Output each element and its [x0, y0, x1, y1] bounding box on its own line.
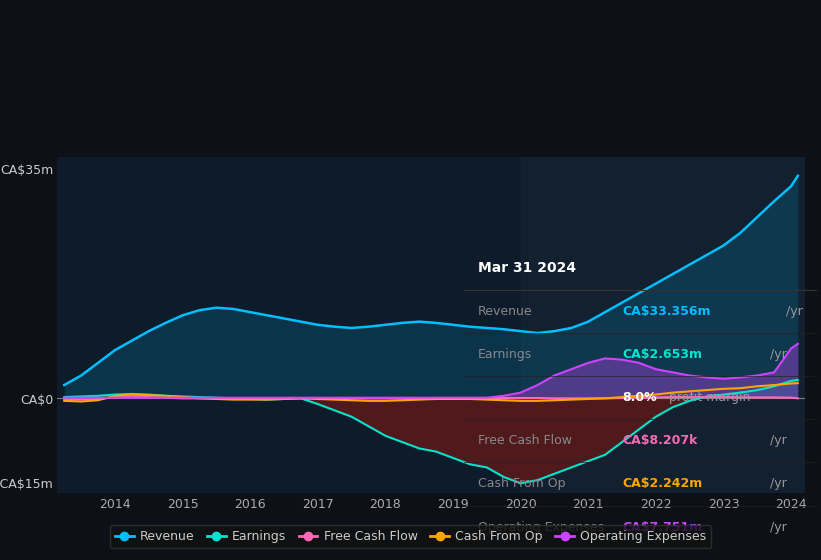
Legend: Revenue, Earnings, Free Cash Flow, Cash From Op, Operating Expenses: Revenue, Earnings, Free Cash Flow, Cash …	[110, 525, 711, 548]
Text: CA$0: CA$0	[21, 394, 53, 407]
Text: Mar 31 2024: Mar 31 2024	[478, 261, 576, 275]
Text: -CA$15m: -CA$15m	[0, 478, 53, 491]
Text: /yr: /yr	[766, 478, 787, 491]
Text: /yr: /yr	[766, 348, 787, 361]
Text: /yr: /yr	[782, 305, 802, 318]
Bar	[521, 157, 805, 493]
Text: CA$2.242m: CA$2.242m	[622, 478, 703, 491]
Text: Operating Expenses: Operating Expenses	[478, 521, 604, 534]
Text: 8.0%: 8.0%	[622, 391, 658, 404]
Text: profit margin: profit margin	[665, 391, 750, 404]
Text: Free Cash Flow: Free Cash Flow	[478, 435, 572, 447]
Text: /yr: /yr	[766, 521, 787, 534]
Text: Revenue: Revenue	[478, 305, 533, 318]
Text: CA$7.751m: CA$7.751m	[622, 521, 703, 534]
Text: CA$35m: CA$35m	[0, 164, 53, 178]
Text: CA$8.207k: CA$8.207k	[622, 435, 698, 447]
Text: CA$33.356m: CA$33.356m	[622, 305, 711, 318]
Text: Cash From Op: Cash From Op	[478, 478, 566, 491]
Text: Earnings: Earnings	[478, 348, 532, 361]
Text: /yr: /yr	[766, 435, 787, 447]
Text: CA$2.653m: CA$2.653m	[622, 348, 703, 361]
